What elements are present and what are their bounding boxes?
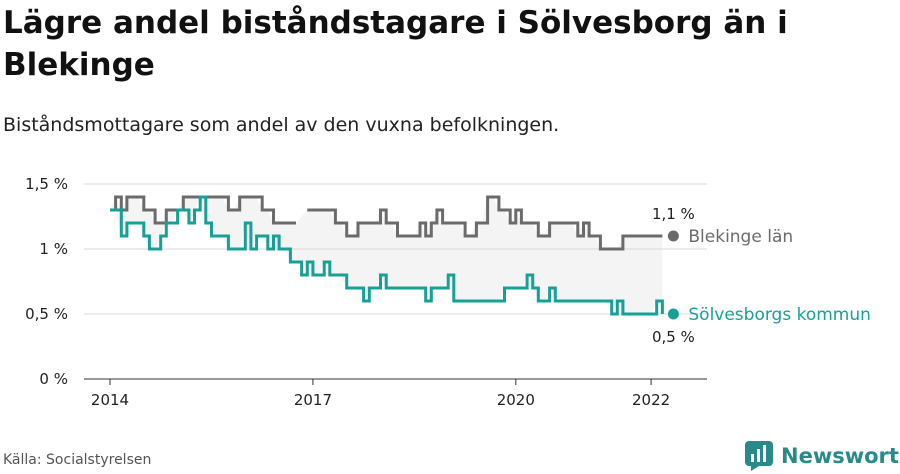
axes: 0 % 0,5 % 1 % 1,5 % 2014 2017 2020 2022 <box>25 175 670 409</box>
x-tick-label: 2020 <box>497 391 535 409</box>
gap-band <box>110 197 663 314</box>
end-point-solvesborg <box>667 308 679 320</box>
brand-name: Newsworthy <box>781 444 900 468</box>
series-line-blekinge <box>110 195 296 225</box>
end-point-blekinge <box>667 230 679 242</box>
brand-logo[interactable]: Newsworthy <box>745 440 900 472</box>
gap-band-layer <box>110 197 663 314</box>
x-tick-label: 2022 <box>632 391 670 409</box>
end-value-label-solvesborg: 0,5 % <box>652 328 695 346</box>
y-tick-label: 1 % <box>39 240 68 258</box>
series-layer <box>110 195 679 320</box>
x-tick-label: 2014 <box>91 391 129 409</box>
series-line-solvesborg <box>110 195 664 316</box>
series-line-blekinge <box>307 195 663 251</box>
page-title: Lägre andel biståndstagare i Sölvesborg … <box>3 5 788 83</box>
series-label-blekinge: Blekinge län <box>688 227 793 247</box>
y-tick-label: 0,5 % <box>25 305 68 323</box>
annotation-layer: 1,1 % 0,5 % Blekinge län Sölvesborgs kommun <box>652 205 871 346</box>
y-tick-label: 1,5 % <box>25 175 68 193</box>
source-note: Källa: Socialstyrelsen <box>3 452 152 468</box>
bar-chart-logo-icon <box>745 441 773 471</box>
chart-subtitle: Biståndsmottagare som andel av den vuxna… <box>3 114 560 136</box>
y-tick-label: 0 % <box>39 370 68 388</box>
x-tick-label: 2017 <box>294 391 332 409</box>
end-value-label-blekinge: 1,1 % <box>652 205 695 223</box>
series-label-solvesborg: Sölvesborgs kommun <box>688 305 871 325</box>
line-chart: 0 % 0,5 % 1 % 1,5 % 2014 2017 2020 2022 1,1 % 0,… <box>25 175 871 409</box>
